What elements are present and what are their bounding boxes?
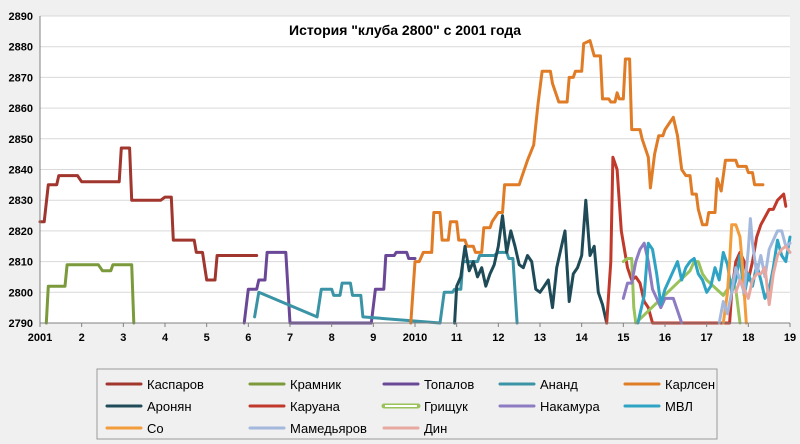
legend-label: Карлсен: [665, 377, 715, 392]
x-tick-label: 8: [329, 332, 335, 344]
series-line-12: [717, 217, 792, 325]
series-lines: [38, 39, 792, 325]
x-tick-label: 4: [162, 332, 169, 344]
y-tick-label: 2830: [9, 195, 33, 207]
y-tick-label: 2850: [9, 134, 33, 146]
legend-label: МВЛ: [665, 399, 693, 414]
legend-label: Аронян: [147, 399, 192, 414]
y-tick-label: 2790: [9, 318, 33, 330]
legend-label: Каруана: [290, 399, 341, 414]
legend-label: Ананд: [540, 377, 578, 392]
x-tick-label: 2: [79, 332, 85, 344]
series-line-13: [734, 244, 792, 307]
y-tick-label: 2860: [9, 103, 33, 115]
legend-label: Накамура: [540, 399, 600, 414]
legend-label: Топалов: [424, 377, 474, 392]
legend-label: Каспаров: [147, 377, 204, 392]
legend-label: Со: [147, 421, 164, 436]
x-tick-label: 9: [370, 332, 376, 344]
legend-label: Грищук: [424, 399, 468, 414]
x-tick-labels: 2001 2 3 4 5 6 7 8 9 2010 11 12 13 14 15 16 17 18 19: [28, 323, 796, 344]
series-line-5: [409, 39, 765, 325]
x-tick-label: 13: [534, 332, 546, 344]
x-tick-label: 17: [701, 332, 713, 344]
y-tick-labels: 2790 2800 2810 2820 2830 2840 2850 2860 2870 2880…: [9, 11, 33, 330]
x-tick-label: 3: [120, 332, 126, 344]
x-tick-label: 2010: [403, 332, 427, 344]
series-line-1: [38, 146, 259, 282]
x-tick-label: 12: [492, 332, 504, 344]
x-tick-label: 7: [287, 332, 293, 344]
legend-box: Каспаров Крамник Топалов Ананд Карлсен Аронян…: [96, 368, 718, 440]
series-line-6: [453, 198, 609, 325]
x-tick-label: 11: [451, 332, 463, 344]
chart-title: История "клуба 2800" с 2001 года: [289, 22, 521, 38]
y-tick-label: 2800: [9, 287, 33, 299]
legend-label: Мамедьяров: [290, 421, 367, 436]
y-tick-label: 2870: [9, 72, 33, 84]
grid-lines: [40, 15, 790, 293]
y-tick-label: 2810: [9, 257, 33, 269]
x-tick-label: 18: [742, 332, 754, 344]
y-tick-label: 2890: [9, 11, 33, 23]
series-line-11: [721, 223, 748, 325]
x-tick-label: 14: [576, 332, 589, 344]
x-tick-label: 2001: [28, 332, 52, 344]
series-line-7: [605, 155, 788, 325]
legend-entries: Каспаров Крамник Топалов Ананд Карлсен Аронян…: [105, 377, 715, 436]
x-tick-label: 5: [204, 332, 210, 344]
x-tick-label: 16: [659, 332, 671, 344]
series-line-10: [636, 235, 792, 325]
legend-label: Дин: [424, 421, 447, 436]
legend-label: Крамник: [290, 377, 341, 392]
y-tick-label: 2820: [9, 226, 33, 238]
x-tick-label: 19: [784, 332, 796, 344]
y-tick-label: 2880: [9, 42, 33, 54]
x-tick-label: 15: [617, 332, 629, 344]
x-tick-label: 6: [245, 332, 251, 344]
series-line-2: [44, 263, 136, 325]
y-tick-label: 2840: [9, 165, 33, 177]
